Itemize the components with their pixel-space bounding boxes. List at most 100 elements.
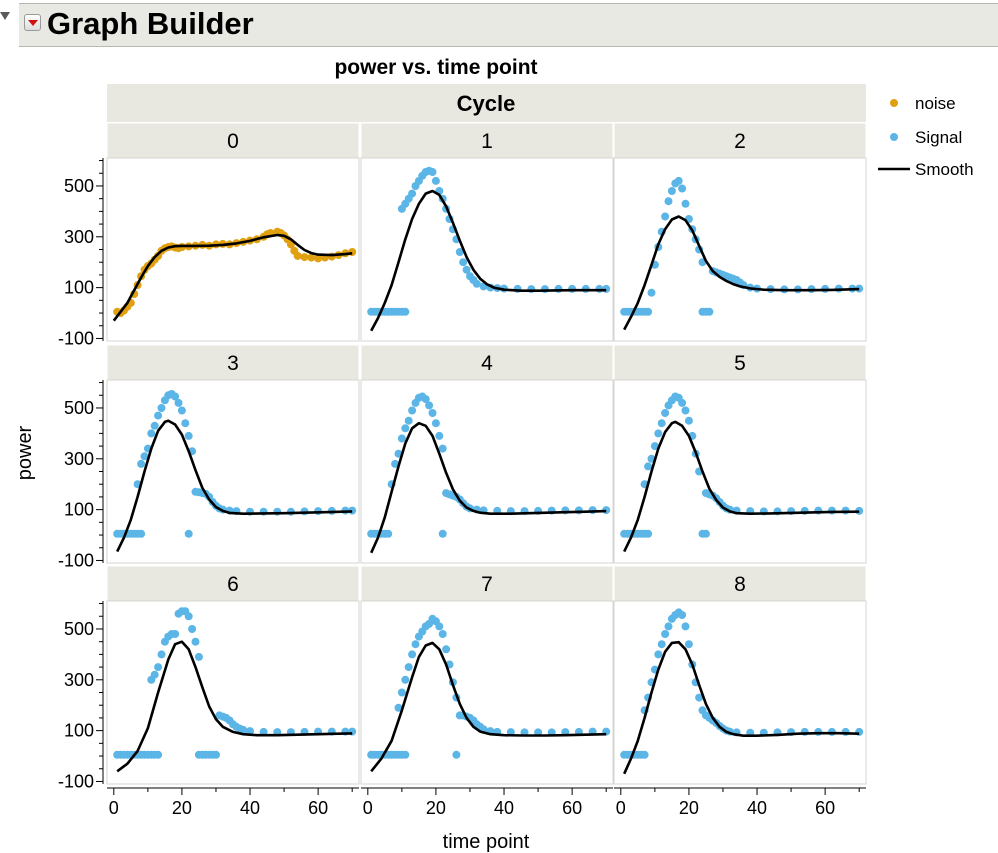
plot-frame [360, 379, 614, 564]
facet-strip-label: 6 [227, 573, 239, 596]
legend-label: Signal [915, 128, 962, 147]
data-point [411, 640, 420, 649]
data-point [384, 529, 393, 538]
legend-label: noise [915, 94, 956, 113]
data-point [177, 406, 186, 415]
data-point [654, 429, 663, 438]
smooth-line [370, 421, 607, 554]
smooth-line [370, 641, 607, 773]
window-title: Graph Builder [47, 6, 254, 41]
facet-panel-2: 2 [613, 122, 867, 342]
data-point [640, 750, 649, 759]
legend-item-noise: noise [890, 94, 956, 113]
red-triangle-menu-icon [28, 20, 38, 26]
x-tick-label: 60 [562, 798, 582, 818]
facet-panel-8: 8 [613, 565, 867, 785]
red-triangle-menu-button[interactable] [24, 14, 41, 31]
data-point [401, 424, 410, 433]
data-point [681, 622, 690, 631]
data-point [678, 184, 687, 193]
data-point [246, 727, 254, 736]
y-tick-label: -100 [58, 550, 94, 570]
data-point [300, 253, 309, 262]
data-point [462, 265, 471, 274]
data-point [184, 612, 193, 621]
y-tick-label: 300 [64, 670, 94, 690]
data-point [157, 404, 166, 412]
data-point [428, 409, 437, 417]
plot-frame [613, 379, 867, 564]
y-tick-label: -100 [58, 771, 94, 791]
plot-marks [367, 166, 611, 332]
legend-label: Smooth [915, 160, 974, 179]
facet-strip [613, 344, 867, 381]
data-point [657, 640, 666, 649]
data-point [674, 176, 683, 185]
facet-panel-3: 3 [106, 344, 360, 564]
data-point [705, 307, 714, 316]
data-point [644, 529, 653, 538]
data-point [644, 462, 653, 471]
data-point [661, 212, 670, 221]
data-point [150, 670, 159, 679]
disclosure-triangle-icon[interactable] [0, 12, 10, 20]
plot-marks [620, 392, 864, 553]
data-point [442, 645, 451, 654]
facet-strip-label: 1 [481, 130, 493, 153]
data-point [664, 622, 673, 631]
plot-marks [620, 608, 864, 775]
y-tick-label: 100 [64, 278, 94, 298]
smooth-line [370, 189, 607, 332]
data-point [154, 750, 163, 759]
data-point [137, 529, 146, 538]
data-point [438, 444, 447, 453]
x-tick-label: 20 [679, 798, 699, 818]
facet-panel-1: 1 [360, 122, 614, 342]
legend-marker-swatch [890, 133, 898, 141]
facet-strip-label: 5 [734, 352, 746, 375]
facet-strip-label: 8 [734, 573, 746, 596]
graph-builder-header: Graph Builder [0, 0, 998, 47]
data-point [431, 176, 440, 185]
y-tick-label: 300 [64, 449, 94, 469]
facet-strip-label: 0 [227, 130, 239, 153]
y-tick-label: 500 [64, 398, 94, 418]
data-point [404, 663, 413, 672]
x-axes: 0 20 40 60 0 20 40 60 0 20 40 60 [107, 787, 866, 818]
x-tick-label: 40 [494, 798, 514, 818]
y-tick-label: 100 [64, 500, 94, 520]
data-point [404, 416, 413, 425]
data-point [588, 506, 597, 515]
data-point [554, 284, 563, 293]
data-point [147, 429, 156, 438]
legend-item-signal: Signal [890, 128, 962, 147]
facet-panel-7: 7 [360, 565, 614, 785]
y-tick-label: -100 [58, 328, 94, 348]
data-point [425, 401, 434, 410]
data-point [157, 650, 166, 659]
data-point [174, 398, 183, 407]
data-point [602, 284, 611, 293]
plot-marks [367, 392, 611, 554]
data-point [568, 284, 577, 293]
smooth-line [112, 233, 353, 322]
facet-strip-label: 4 [481, 352, 493, 375]
y-axes: -100 100 300 500 -100 100 300 500 -100 100 300 500 [58, 158, 104, 791]
y-tick-label: 500 [64, 619, 94, 639]
data-point [239, 725, 248, 734]
data-point [154, 411, 163, 420]
data-point [684, 640, 693, 649]
legend-item-smooth: Smooth [878, 160, 974, 179]
y-axis-label: power [14, 425, 36, 480]
data-point [678, 611, 687, 619]
facet-panel-5: 5 [613, 344, 867, 564]
chart-title: power vs. time point [334, 56, 537, 79]
facet-panel-6: 6 [106, 565, 360, 785]
facet-strip [360, 565, 614, 602]
data-point [435, 431, 444, 440]
y-tick-label: 100 [64, 721, 94, 741]
data-point [644, 307, 653, 316]
data-point [695, 693, 704, 702]
facet-strip [106, 344, 360, 381]
